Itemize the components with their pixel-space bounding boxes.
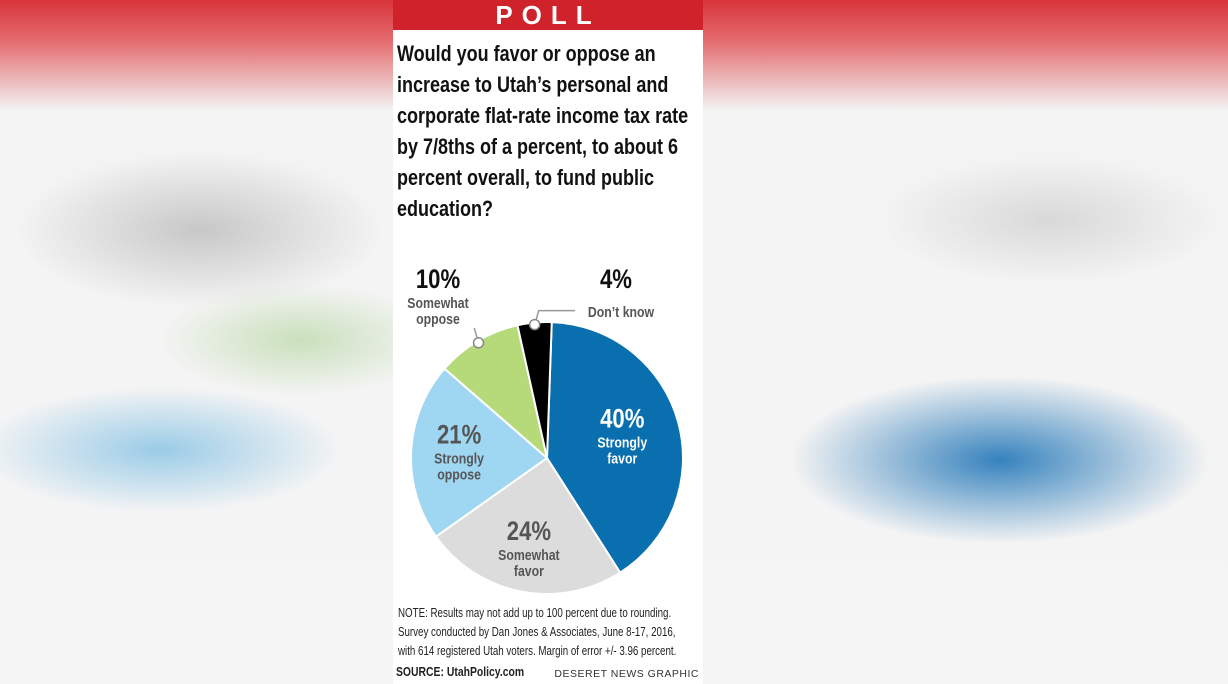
slice-percent-somewhat-favor: 24% [507, 517, 551, 547]
source-text: SOURCE: UtahPolicy.com [396, 664, 525, 679]
slice-label-strongly-favor: Strongly [597, 434, 647, 450]
slice-label-strongly-oppose: Strongly [434, 450, 484, 466]
slice-percent-strongly-oppose: 21% [437, 421, 481, 451]
slice-label-somewhat-oppose: oppose [416, 311, 460, 327]
callout-dot-dont-know [528, 318, 541, 331]
footnote: NOTE: Results may not add up to 100 perc… [398, 604, 694, 661]
callout-dot-somewhat-oppose [472, 337, 485, 349]
poll-graphic: POLL Would you favor or oppose an increa… [393, 0, 703, 684]
graphic-credit: DESERET NEWS GRAPHIC [554, 668, 699, 680]
poll-banner: POLL [393, 0, 703, 30]
slice-label-somewhat-oppose: Somewhat [407, 295, 469, 311]
slice-label-strongly-favor: favor [607, 450, 638, 466]
pie-chart: 40%Stronglyfavor24%Somewhatfavor21%Stron… [407, 265, 684, 595]
slice-label-somewhat-favor: Somewhat [498, 547, 560, 563]
footnote-line: Survey conducted by Dan Jones & Associat… [398, 625, 676, 639]
slice-percent-dont-know: 4% [600, 265, 632, 295]
pie-slice-strongly-oppose [410, 367, 549, 538]
poll-question: Would you favor or oppose an increase to… [397, 41, 689, 221]
slice-label-somewhat-favor: favor [514, 563, 545, 579]
slice-label-dont-know: Don’t know [588, 304, 655, 320]
footnote-line: NOTE: Results may not add up to 100 perc… [398, 606, 672, 620]
footnote-line: with 614 registered Utah voters. Margin … [398, 644, 677, 658]
slice-label-strongly-oppose: oppose [437, 466, 481, 482]
pie-slice-somewhat-favor [434, 456, 622, 595]
slice-percent-somewhat-oppose: 10% [416, 265, 460, 295]
slice-percent-strongly-favor: 40% [600, 404, 644, 434]
